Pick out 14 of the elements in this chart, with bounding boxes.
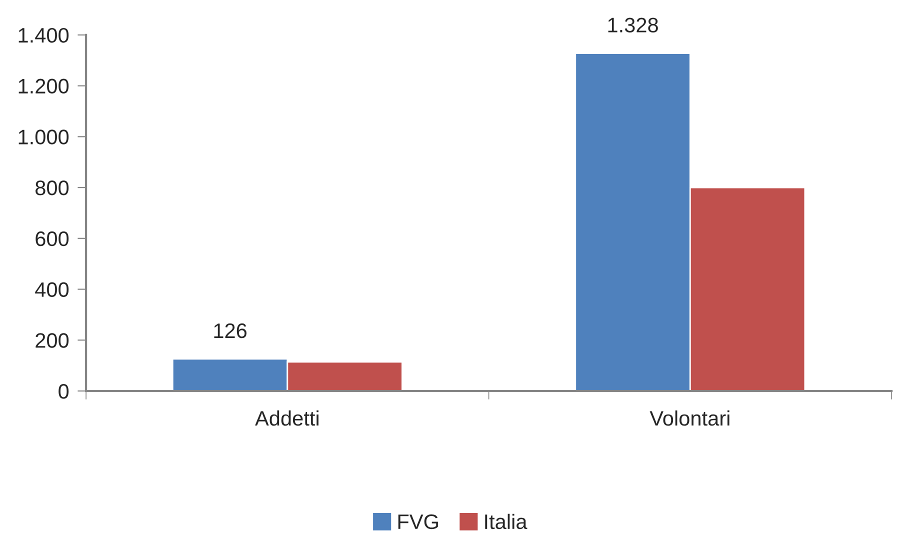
y-tick-label: 600 [36,231,69,246]
y-tick-label: 1.200 [18,78,69,94]
legend-label: FVG [398,514,438,530]
y-tick-label: 0 [58,384,69,399]
x-tick-label: Addetti [255,410,318,426]
y-tick-label: 200 [36,333,69,348]
y-tick-label: 1.400 [18,28,69,43]
y-tick-label: 800 [36,180,69,196]
legend-label: Italia [485,514,528,530]
data-label: 1.328 [608,18,658,32]
data-label: 126 [214,323,246,338]
y-tick-label: 400 [35,282,69,298]
x-tick-label: Volontari [650,410,730,426]
y-tick-label: 1.000 [18,130,69,144]
